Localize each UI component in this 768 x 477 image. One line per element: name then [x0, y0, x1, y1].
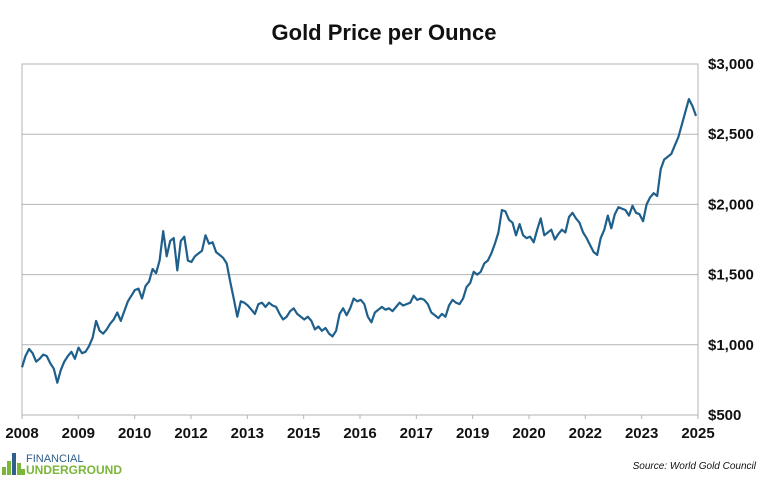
x-tick-label: 2020: [512, 425, 545, 442]
x-tick-label: 2010: [118, 425, 151, 442]
x-tick-label: 2008: [5, 425, 38, 442]
y-axis: $500 $1,000 $1,500 $2,000 $2,500 $3,000: [708, 56, 754, 424]
x-tick-label: 2015: [287, 425, 320, 442]
logo-bar: [7, 461, 11, 475]
logo-line1: FINANCIAL: [26, 453, 83, 465]
y-tick-label: $3,000: [708, 56, 754, 73]
y-tick-label: $1,500: [708, 267, 754, 284]
logo-bar: [2, 467, 6, 475]
plot-frame: [21, 63, 699, 416]
logo-line2: UNDERGROUND: [26, 463, 122, 477]
x-tick-label: 2013: [231, 425, 264, 442]
source-note: Source: World Gold Council: [633, 461, 757, 472]
x-tick-label: 2016: [343, 425, 376, 442]
logo-bar: [12, 453, 16, 475]
y-tick-label: $1,000: [708, 337, 754, 354]
x-tick-label: 2017: [400, 425, 433, 442]
series-layer: [20, 97, 698, 384]
chart-title: Gold Price per Ounce: [272, 20, 497, 45]
series-line: [20, 97, 698, 384]
x-tick-label: 2025: [681, 425, 714, 442]
y-tick-label: $2,500: [708, 126, 754, 143]
x-tick-label: 2009: [62, 425, 95, 442]
y-tick-label: $2,000: [708, 196, 754, 213]
x-tick-label: 2019: [456, 425, 489, 442]
logo-bar: [21, 469, 25, 475]
x-axis: 2008 2009 2010 2012 2013 2015 2016 2017 2019 2020…: [5, 415, 715, 442]
x-tick-label: 2022: [569, 425, 602, 442]
logo-bar: [17, 463, 21, 475]
gridlines: [21, 63, 699, 416]
x-tick-label: 2023: [625, 425, 658, 442]
x-tick-label: 2012: [174, 425, 207, 442]
skyline-icon: [2, 453, 25, 475]
financial-underground-logo: FINANCIAL UNDERGROUND: [2, 453, 122, 477]
y-tick-label: $500: [708, 407, 741, 424]
